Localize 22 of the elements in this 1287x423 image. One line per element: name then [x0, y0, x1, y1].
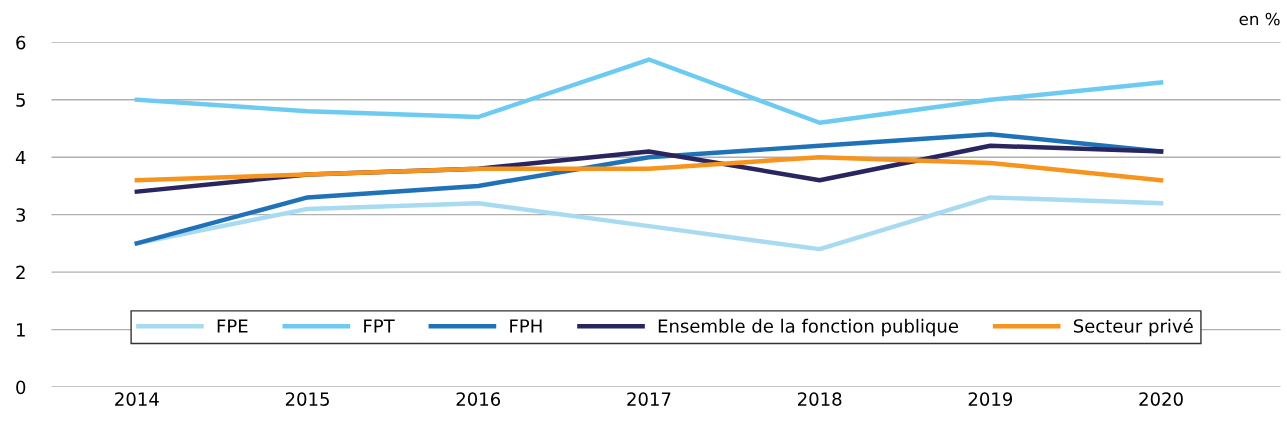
- y-tick-label: 6: [16, 35, 26, 50]
- y-tick-label: 5: [16, 93, 25, 107]
- x-tick-label: 2019: [968, 392, 1013, 406]
- text: en %: [1239, 12, 1280, 26]
- y-tick-label: 3: [16, 208, 26, 222]
- x-tick-label: 2015: [285, 392, 329, 406]
- line-series: [134, 57, 1164, 125]
- legend-label: Secteur privé: [1073, 318, 1193, 337]
- legend-label: FPE: [217, 319, 248, 333]
- legend-label: Ensemble de la fonction publique: [658, 318, 959, 337]
- legend-label: FPT: [364, 319, 395, 333]
- x-tick-label: 2020: [1139, 392, 1183, 406]
- x-tick-label: 2016: [456, 392, 501, 406]
- y-tick-label: 2: [16, 265, 25, 279]
- y-tick-label: 1: [16, 323, 25, 337]
- y-tick-label: 4: [15, 150, 26, 165]
- x-tick-label: 2017: [627, 392, 671, 406]
- x-tick-label: 2018: [798, 392, 842, 406]
- legend-label: FPH: [510, 319, 542, 333]
- y-tick-label: 0: [16, 380, 26, 395]
- line-series: [134, 155, 1164, 183]
- x-tick-label: 2014: [115, 392, 159, 406]
